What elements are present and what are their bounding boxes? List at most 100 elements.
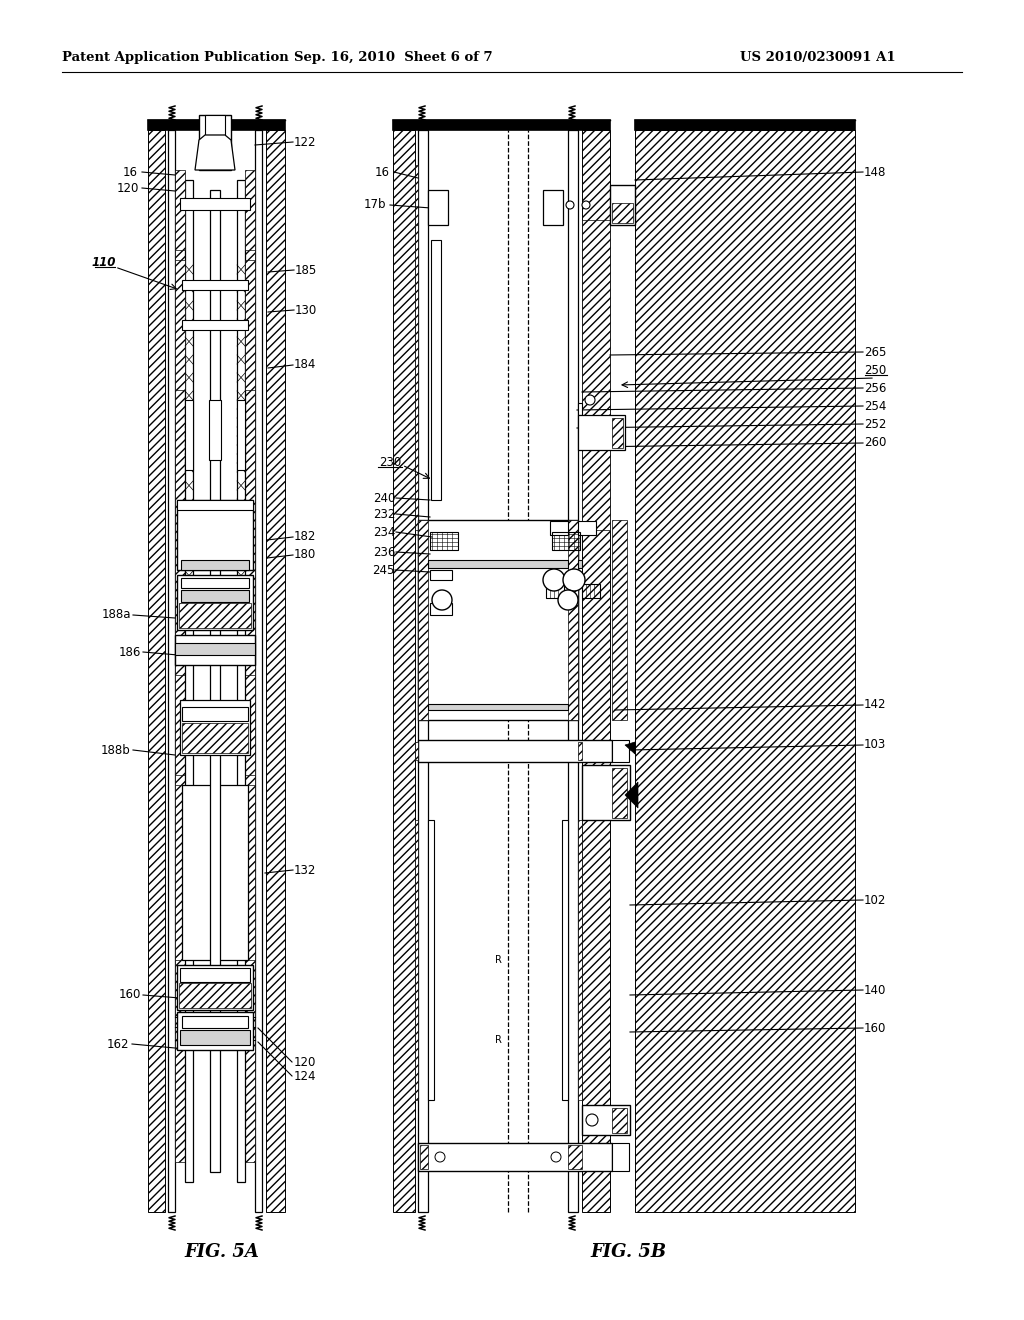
Bar: [635, 129, 855, 1212]
Text: 265: 265: [864, 346, 886, 359]
Bar: [185, 400, 193, 470]
Bar: [578, 820, 582, 1100]
Bar: [182, 708, 248, 721]
Bar: [578, 742, 582, 760]
Bar: [175, 675, 185, 775]
Text: 260: 260: [864, 437, 886, 450]
Bar: [612, 520, 627, 719]
Bar: [418, 1143, 612, 1171]
Text: 130: 130: [295, 304, 317, 317]
Text: 256: 256: [864, 381, 886, 395]
Bar: [148, 129, 165, 1212]
Text: 17b: 17b: [364, 198, 386, 211]
Bar: [180, 1030, 250, 1045]
Bar: [177, 1012, 253, 1049]
Bar: [175, 785, 182, 960]
Text: 102: 102: [864, 894, 886, 907]
Bar: [568, 520, 578, 719]
Bar: [205, 115, 225, 135]
Text: 162: 162: [106, 1038, 129, 1051]
Bar: [199, 115, 231, 170]
Bar: [180, 700, 250, 755]
Bar: [418, 741, 612, 762]
Bar: [182, 1016, 248, 1028]
Text: 236: 236: [373, 545, 395, 558]
Bar: [543, 190, 563, 224]
Bar: [552, 532, 580, 550]
Text: Patent Application Publication: Patent Application Publication: [62, 51, 289, 65]
Text: 232: 232: [373, 507, 395, 520]
Text: 120: 120: [294, 1056, 316, 1068]
Bar: [168, 129, 175, 1212]
Bar: [175, 170, 185, 249]
Bar: [415, 220, 418, 531]
Bar: [179, 603, 251, 628]
Bar: [428, 820, 434, 1100]
Bar: [393, 120, 610, 129]
Bar: [428, 704, 568, 710]
Bar: [568, 1144, 582, 1170]
Bar: [428, 190, 449, 224]
Bar: [430, 603, 452, 615]
Circle shape: [586, 1114, 598, 1126]
Text: 16: 16: [123, 165, 137, 178]
Text: 234: 234: [373, 525, 395, 539]
Text: 184: 184: [294, 359, 316, 371]
Text: US 2010/0230091 A1: US 2010/0230091 A1: [740, 51, 896, 65]
Polygon shape: [625, 742, 635, 754]
Bar: [418, 520, 578, 719]
Bar: [237, 400, 245, 470]
Bar: [148, 120, 285, 129]
Circle shape: [543, 569, 565, 591]
Text: R: R: [495, 1035, 502, 1045]
Bar: [578, 403, 582, 414]
Bar: [245, 675, 255, 775]
Bar: [185, 180, 193, 1181]
Bar: [266, 129, 285, 1212]
Text: 160: 160: [864, 1022, 886, 1035]
Bar: [182, 723, 248, 752]
Text: 188b: 188b: [101, 743, 131, 756]
Circle shape: [585, 395, 595, 405]
Text: 188a: 188a: [101, 609, 131, 622]
Text: 254: 254: [864, 400, 886, 412]
Bar: [430, 570, 452, 579]
Polygon shape: [195, 135, 234, 170]
Bar: [612, 1143, 629, 1171]
Circle shape: [435, 1152, 445, 1162]
Bar: [175, 635, 255, 665]
Bar: [612, 768, 627, 818]
Bar: [582, 220, 610, 531]
Bar: [177, 576, 253, 630]
Bar: [612, 741, 629, 762]
Bar: [182, 785, 248, 960]
Text: 245: 245: [372, 564, 394, 577]
Circle shape: [582, 201, 590, 209]
Bar: [550, 521, 568, 535]
Text: 142: 142: [864, 698, 886, 711]
Bar: [562, 820, 568, 1100]
Bar: [209, 400, 221, 459]
Text: 120: 120: [117, 181, 139, 194]
Text: 186: 186: [119, 645, 141, 659]
Bar: [210, 190, 220, 1172]
Bar: [610, 185, 635, 224]
Bar: [255, 129, 262, 1212]
Circle shape: [551, 1152, 561, 1162]
Bar: [179, 510, 251, 560]
Bar: [182, 319, 248, 330]
Text: 140: 140: [864, 983, 886, 997]
Text: FIG. 5B: FIG. 5B: [590, 1243, 666, 1261]
Bar: [393, 129, 415, 1212]
Text: 148: 148: [864, 165, 886, 178]
Circle shape: [558, 590, 578, 610]
Bar: [175, 210, 185, 1162]
Bar: [568, 129, 578, 1212]
Bar: [181, 590, 249, 602]
Text: Sep. 16, 2010  Sheet 6 of 7: Sep. 16, 2010 Sheet 6 of 7: [294, 51, 493, 65]
Text: 240: 240: [373, 491, 395, 504]
Bar: [612, 203, 633, 223]
Bar: [420, 1144, 428, 1170]
Text: 185: 185: [295, 264, 317, 276]
Text: 250: 250: [864, 363, 886, 376]
